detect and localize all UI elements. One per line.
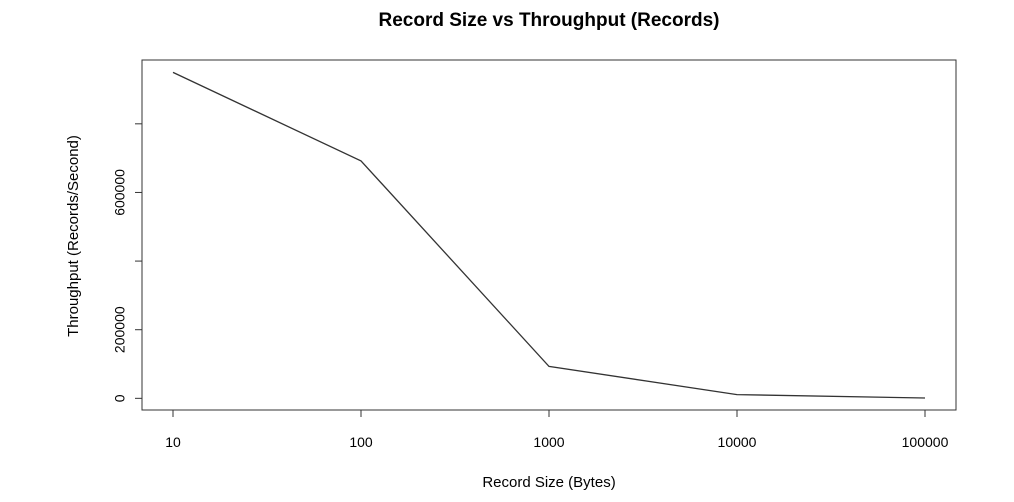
series-line: [172, 71, 926, 399]
x-tick-label: 100: [349, 434, 373, 450]
y-tick-label: 200000: [112, 306, 128, 353]
x-axis: 10 100 1000 10000 100000: [165, 409, 949, 450]
plot-frame: [141, 59, 957, 411]
y-tick-label: 600000: [112, 169, 128, 216]
x-tick-label: 100000: [902, 434, 949, 450]
x-axis-label: Record Size (Bytes): [482, 474, 615, 491]
x-tick-label: 10000: [718, 434, 757, 450]
x-tick-label: 10: [165, 434, 181, 450]
chart-title: Record Size vs Throughput (Records): [379, 10, 720, 31]
series-layer: [172, 71, 926, 399]
x-tick-label: 1000: [533, 434, 564, 450]
y-axis: 0 200000 600000: [112, 123, 143, 402]
y-axis-label: Throughput (Records/Second): [65, 135, 82, 337]
y-tick-label: 0: [112, 394, 128, 402]
